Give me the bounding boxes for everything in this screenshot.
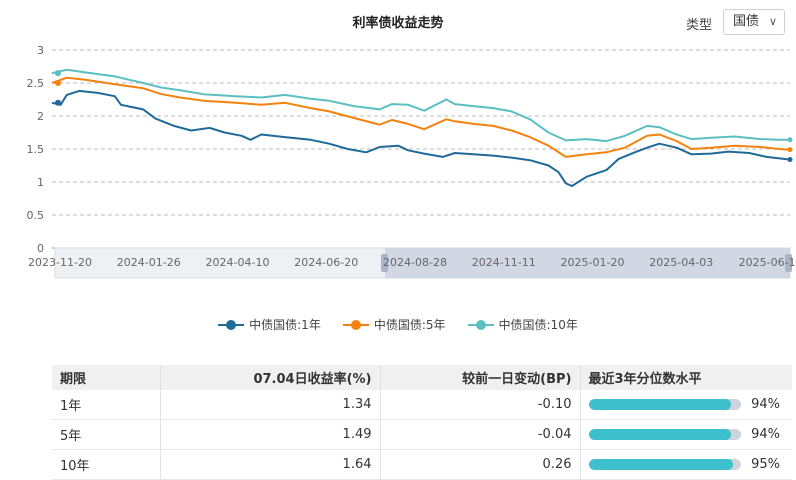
percentile-bar bbox=[588, 399, 741, 410]
table-row: 5年 1.49 -0.04 94% bbox=[52, 419, 792, 450]
y-tick-label: 2.5 bbox=[27, 77, 45, 90]
series-point-y5 bbox=[787, 147, 793, 153]
legend-item-y10[interactable]: 中债国债:10年 bbox=[467, 316, 578, 333]
x-tick-label: 2024-06-20 bbox=[294, 256, 358, 269]
legend-marker-icon bbox=[342, 319, 369, 331]
type-select-value: 国债 bbox=[733, 14, 760, 29]
percentile-text: 94% bbox=[751, 397, 780, 412]
table-row: 10年 1.64 0.26 95% bbox=[52, 449, 792, 480]
percentile-fill bbox=[588, 459, 733, 470]
cell-term: 1年 bbox=[52, 390, 161, 420]
legend-marker-icon bbox=[467, 319, 494, 331]
table-row: 1年 1.34 -0.10 94% bbox=[52, 390, 792, 420]
cell-percentile: 95% bbox=[580, 449, 792, 480]
legend-item-y1[interactable]: 中债国债:1年 bbox=[218, 316, 321, 333]
cell-yield: 1.64 bbox=[160, 449, 381, 480]
zoom-handle-left-icon bbox=[381, 254, 388, 272]
cell-yield: 1.34 bbox=[160, 390, 381, 420]
percentile-fill bbox=[588, 399, 732, 410]
type-label: 类型 bbox=[686, 18, 713, 33]
chart-legend: 中债国债:1年 中债国债:5年 中债国债:10年 bbox=[0, 316, 796, 333]
y-tick-label: 2 bbox=[37, 110, 44, 123]
cell-term: 5年 bbox=[52, 419, 161, 450]
legend-label: 中债国债:10年 bbox=[498, 318, 578, 332]
chevron-down-icon: ∨ bbox=[768, 15, 777, 28]
x-tick-label: 2025-06-1? bbox=[739, 256, 796, 269]
y-tick-label: 0.5 bbox=[27, 209, 45, 222]
col-header-change: 较前一日变动(BP) bbox=[380, 365, 581, 390]
x-tick-label: 2024-11-11 bbox=[472, 256, 536, 269]
series-point-y5 bbox=[55, 80, 61, 86]
chart-title: 利率债收益走势 bbox=[352, 16, 444, 31]
percentile-bar bbox=[588, 429, 741, 440]
y-tick-label: 3 bbox=[37, 44, 44, 57]
legend-label: 中债国债:5年 bbox=[373, 318, 446, 332]
x-tick-label: 2023-11-20 bbox=[28, 256, 92, 269]
x-tick-label: 2024-01-26 bbox=[117, 256, 181, 269]
x-tick-label: 2025-01-20 bbox=[561, 256, 625, 269]
series-point-y10 bbox=[55, 70, 61, 77]
percentile-fill bbox=[588, 429, 732, 440]
y-tick-label: 1 bbox=[37, 176, 44, 189]
type-select[interactable]: 国债 ∨ bbox=[723, 9, 785, 35]
series-point-y1 bbox=[55, 99, 61, 106]
col-header-yield: 07.04日收益率(%) bbox=[160, 365, 381, 390]
y-tick-label: 0 bbox=[37, 242, 44, 255]
cell-percentile: 94% bbox=[580, 419, 792, 450]
zoom-selected-range bbox=[385, 248, 790, 278]
x-tick-label: 2024-08-28 bbox=[383, 256, 447, 269]
legend-marker-icon bbox=[218, 319, 245, 331]
cell-change: 0.26 bbox=[380, 449, 581, 480]
series-line-y1 bbox=[51, 89, 791, 187]
table-header-row: 期限 07.04日收益率(%) 较前一日变动(BP) 最近3年分位数水平 bbox=[52, 365, 792, 390]
cell-change: -0.04 bbox=[380, 419, 581, 450]
zoom-handle-right-icon bbox=[785, 254, 792, 272]
cell-change: -0.10 bbox=[380, 390, 581, 420]
col-header-percentile: 最近3年分位数水平 bbox=[580, 365, 792, 390]
series-line-y10 bbox=[51, 68, 790, 143]
legend-label: 中债国债:1年 bbox=[249, 318, 321, 332]
legend-item-y5[interactable]: 中债国债:5年 bbox=[342, 316, 446, 333]
series-line-y5 bbox=[51, 76, 791, 158]
x-tick-label: 2024-04-10 bbox=[206, 256, 270, 269]
percentile-text: 94% bbox=[751, 427, 780, 442]
percentile-text: 95% bbox=[751, 457, 780, 472]
percentile-bar bbox=[588, 459, 741, 470]
col-header-term: 期限 bbox=[52, 365, 161, 390]
series-point-y10 bbox=[787, 137, 793, 143]
cell-yield: 1.49 bbox=[160, 419, 381, 450]
yield-chart: 0 0.5 1 1.5 2 2.5 3 2023-11-20 2024-01-26 2024-04… bbox=[27, 44, 796, 279]
x-tick-label: 2025-04-03 bbox=[649, 256, 713, 269]
cell-term: 10年 bbox=[52, 449, 161, 480]
yield-table: 期限 07.04日收益率(%) 较前一日变动(BP) 最近3年分位数水平 1年 … bbox=[52, 365, 792, 480]
series-point-y1 bbox=[787, 157, 793, 163]
cell-percentile: 94% bbox=[580, 390, 792, 420]
y-tick-label: 1.5 bbox=[27, 143, 45, 156]
